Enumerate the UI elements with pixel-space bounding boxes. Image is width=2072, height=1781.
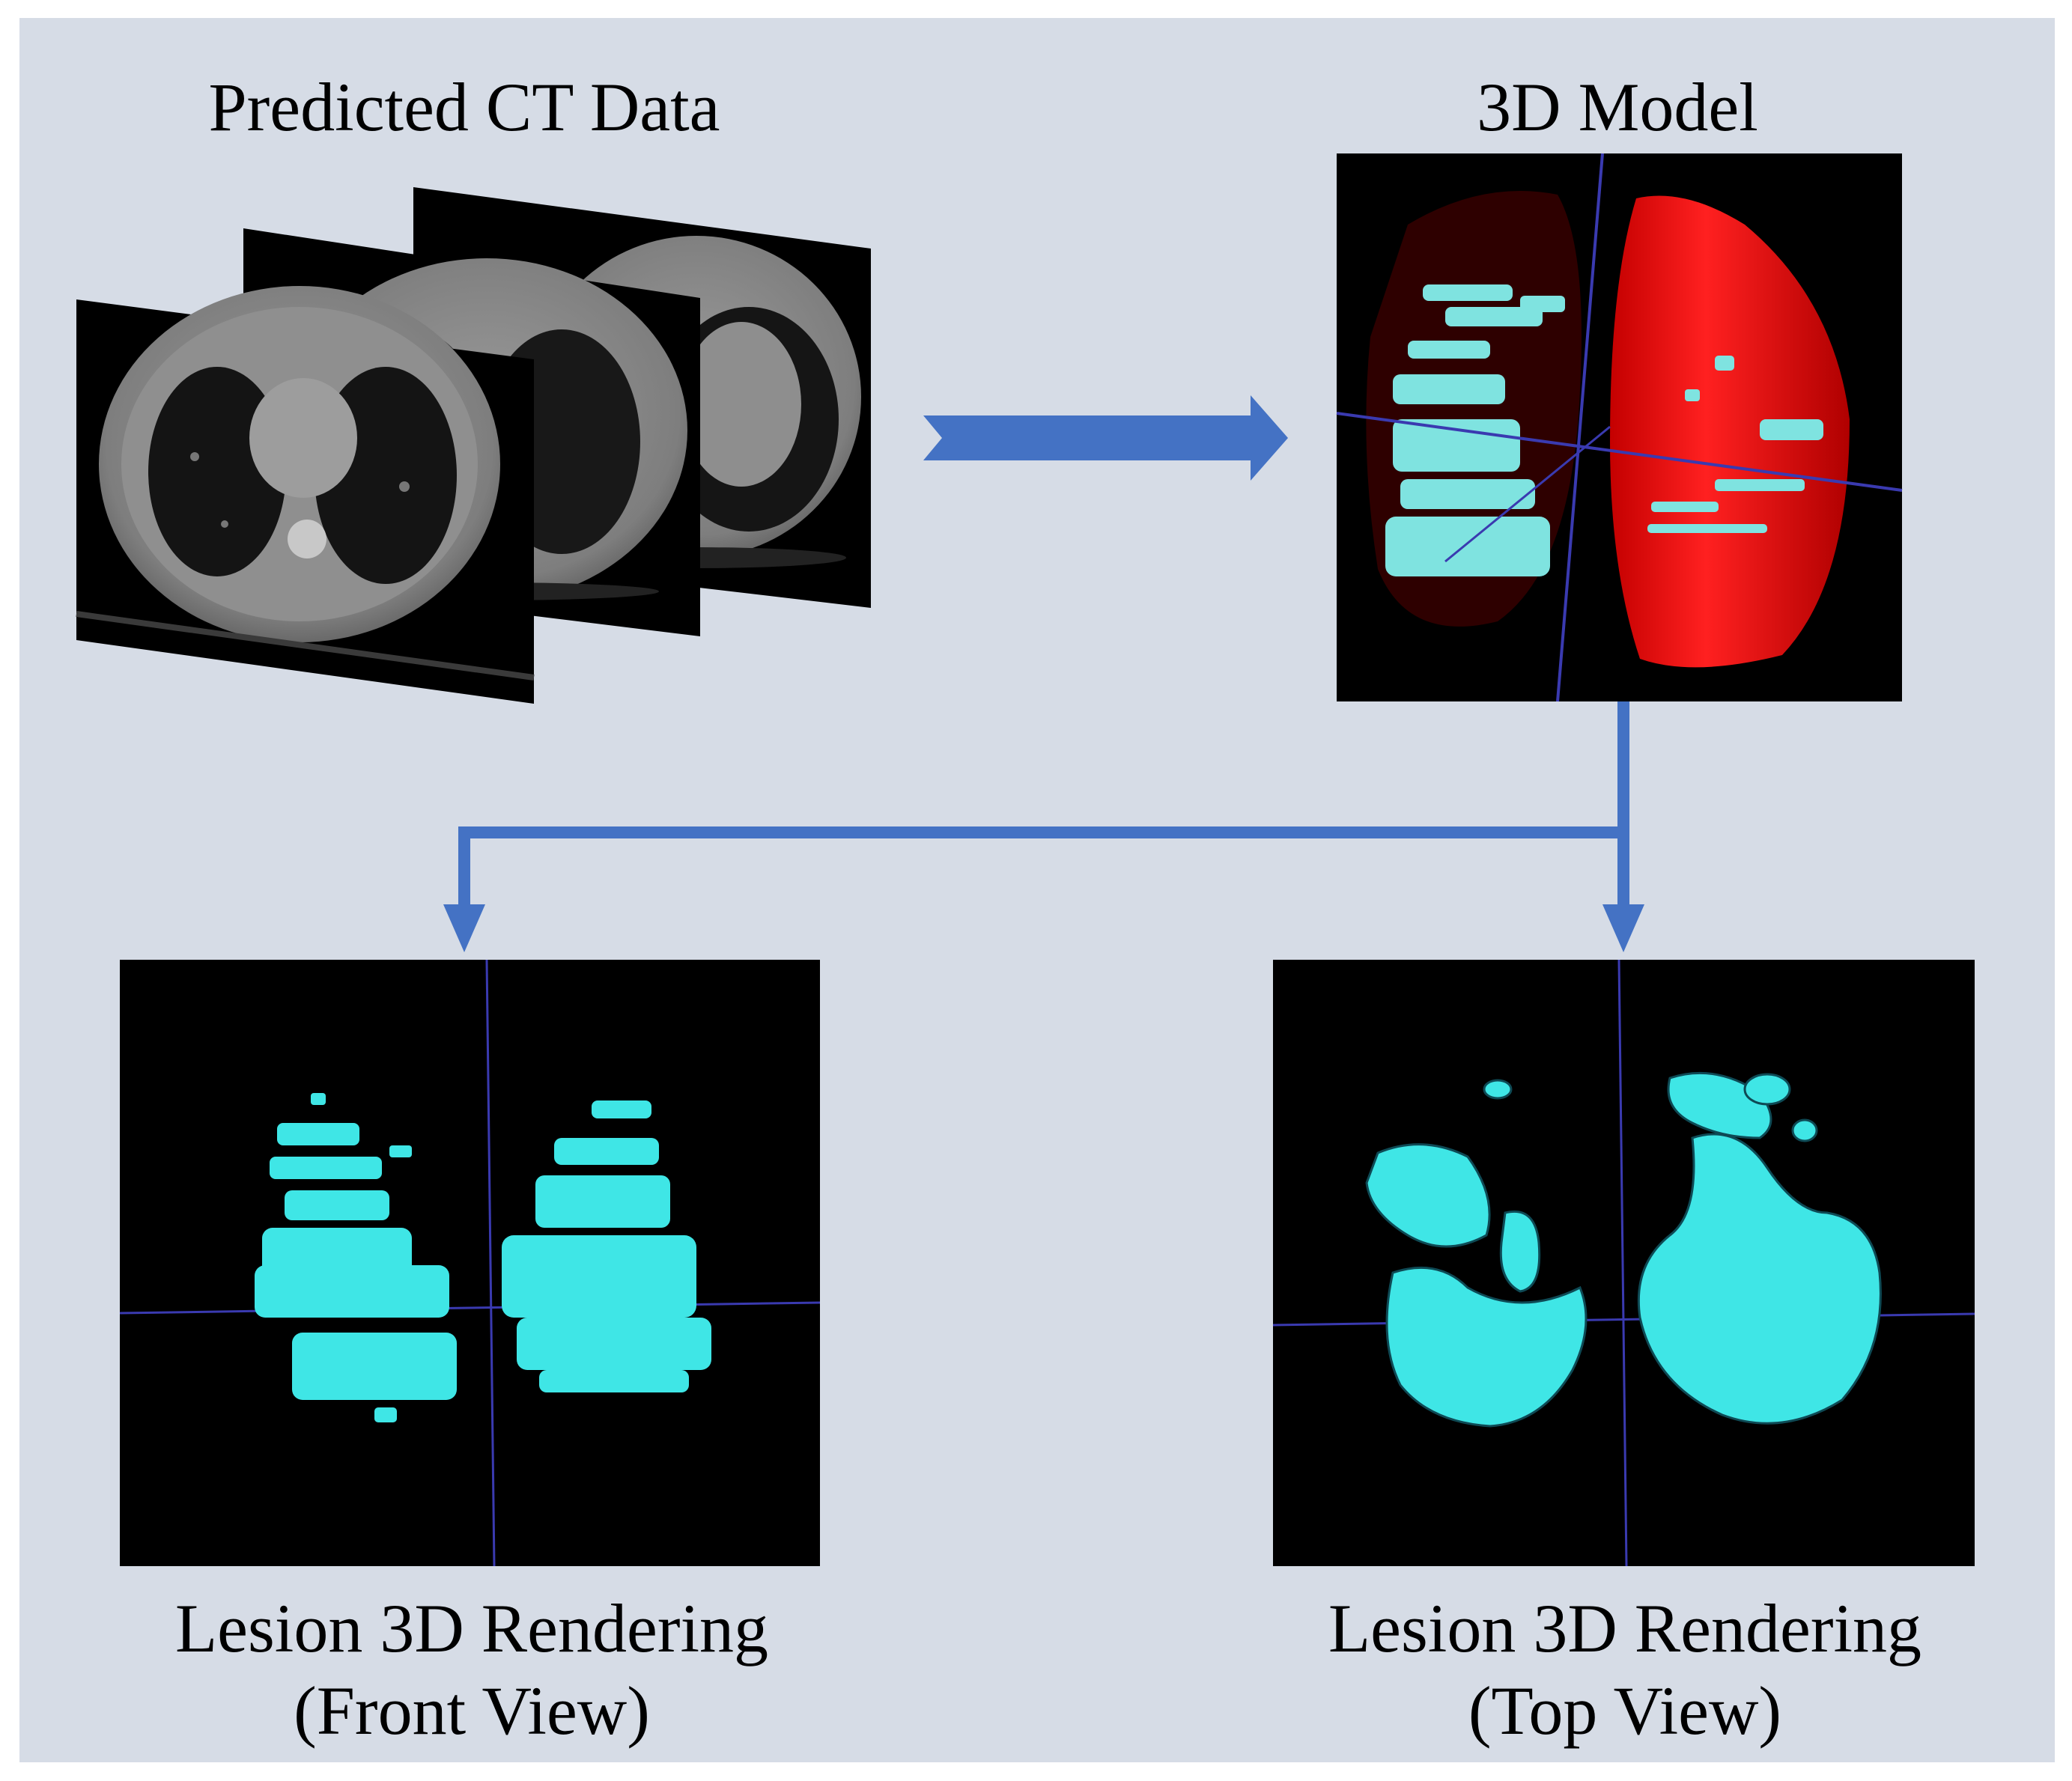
top-view-viewport	[1272, 959, 1975, 1567]
front-view-title-line2: (Front View)	[294, 1672, 650, 1749]
split-connector	[443, 701, 1644, 952]
front-view-viewport	[119, 959, 821, 1567]
ct-slice-stack	[76, 187, 871, 704]
lung-lesion-spots	[1647, 356, 1823, 533]
right-arrow	[923, 395, 1288, 481]
front-view-title-line1: Lesion 3D Rendering	[174, 1590, 769, 1666]
ct-slice-front	[76, 286, 535, 704]
model-lesion-cluster	[1385, 284, 1565, 576]
top-view-title-line1: Lesion 3D Rendering	[1328, 1590, 1922, 1666]
top-lesions	[1365, 1071, 1882, 1428]
down-arrow-top	[1602, 904, 1644, 952]
top-view-title-line2: (Top View)	[1468, 1672, 1782, 1749]
down-arrow-front	[443, 904, 485, 952]
ct-data-title: Predicted CT Data	[208, 69, 720, 145]
red-lung-model	[1610, 195, 1850, 668]
front-lesions	[255, 1093, 711, 1422]
3d-model-title: 3D Model	[1477, 69, 1758, 145]
3d-model-viewport	[1336, 153, 1903, 702]
